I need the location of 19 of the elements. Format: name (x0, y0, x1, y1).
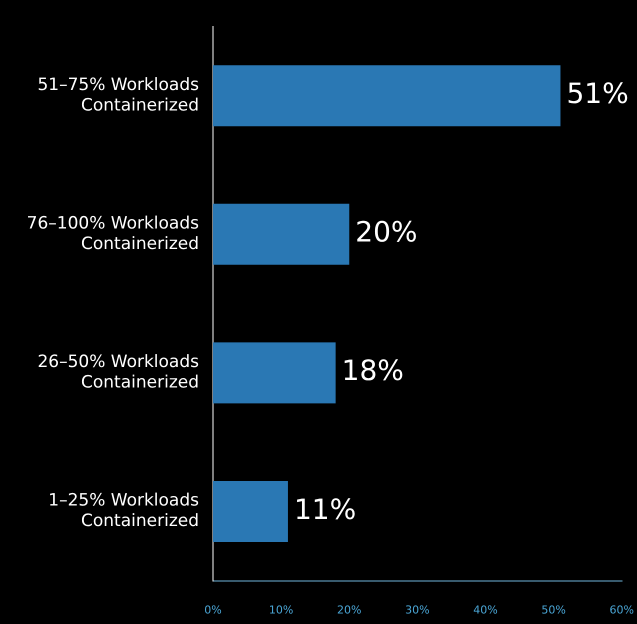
data-label: 18% (342, 354, 404, 388)
x-tick-label: 0% (204, 603, 222, 616)
x-tick-label: 50% (541, 603, 566, 616)
x-tick-label: 20% (337, 603, 362, 616)
bar (213, 65, 560, 126)
bar (213, 204, 350, 265)
x-tick-label: 30% (405, 603, 430, 616)
y-tick-label: 76–100% Workloads Containerized (26, 214, 200, 254)
x-tick-label: 60% (610, 603, 634, 616)
bar (213, 342, 336, 404)
x-tick-label: 10% (268, 603, 294, 616)
y-tick-label: 26–50% Workloads Containerized (37, 352, 200, 393)
y-tick-label: 51–75% Workloads Containerized (37, 74, 200, 116)
y-tick-label: 1–25% Workloads Containerized (48, 490, 200, 532)
data-label: 11% (294, 492, 356, 526)
data-label: 20% (355, 216, 418, 249)
bar (213, 481, 288, 542)
x-tick-label: 40% (473, 603, 498, 616)
data-label: 51% (566, 76, 629, 110)
